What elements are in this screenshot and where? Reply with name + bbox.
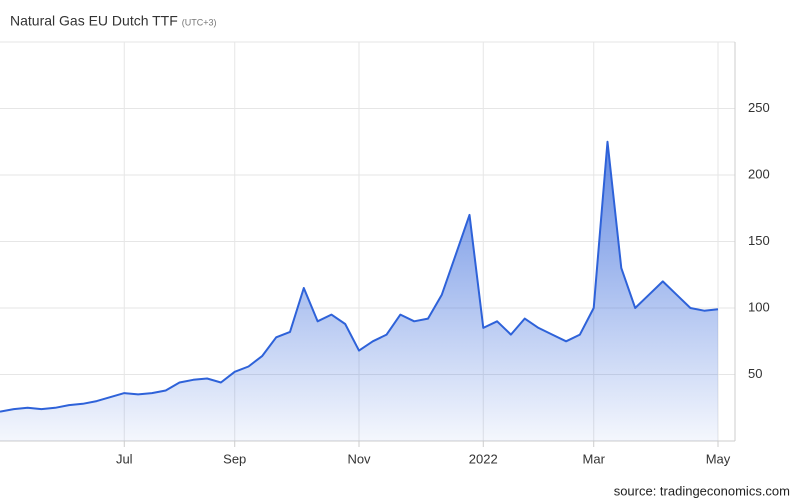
y-tick-label: 100 [748,299,770,314]
source: source: tradingeconomics.com [614,483,790,498]
x-tick-label: Nov [347,451,371,466]
chart-subtitle: (UTC+3) [182,17,217,27]
y-tick-label: 150 [748,233,770,248]
y-tick-label: 50 [748,366,762,381]
y-tick-label: 250 [748,100,770,115]
x-tick-label: Sep [223,451,246,466]
x-tick-label: 2022 [469,451,498,466]
area [0,141,718,442]
line [0,140,719,413]
y-tick-label: 200 [748,166,770,181]
chart-title: Natural Gas EU Dutch TTF [10,13,178,29]
x-tick-label: Mar [583,451,606,466]
x-tick-label: May [706,451,731,466]
x-tick-label: Jul [116,451,133,466]
